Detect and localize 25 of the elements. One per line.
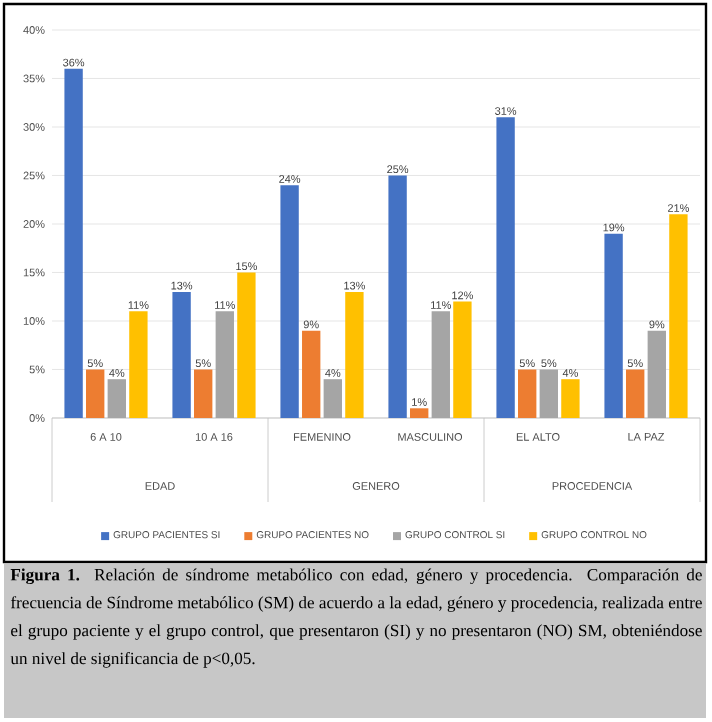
bar [669, 214, 688, 418]
bar [453, 301, 472, 418]
bar [626, 369, 645, 418]
bar [129, 311, 148, 418]
bar [107, 379, 126, 418]
bar [215, 311, 234, 418]
bar [237, 272, 256, 418]
bar [561, 379, 580, 418]
bar [64, 68, 83, 418]
bar [388, 175, 407, 418]
bar [518, 369, 537, 418]
bar [280, 185, 299, 418]
bar [194, 369, 213, 418]
text: Figura 1. Relación de síndrome metabólico con edad, género y procedencia. Comparación de frecuencia de Síndrome metabólico (SM) de acuerdo a la edad, género y procedencia, realizada entre el grupo paciente y el grupo control, que presentaron (SI) y no presentaron (NO) SM, obteniéndose un nivel de significancia de p<0,05. [10, 568, 702, 668]
bar [86, 369, 105, 418]
bar [539, 369, 558, 418]
bar [345, 291, 364, 418]
bar [604, 233, 623, 418]
bar [172, 291, 191, 418]
bar [496, 117, 515, 418]
bar [302, 330, 321, 418]
bar [431, 311, 450, 418]
bar [647, 330, 666, 418]
bar [410, 408, 429, 418]
bar [323, 379, 342, 418]
